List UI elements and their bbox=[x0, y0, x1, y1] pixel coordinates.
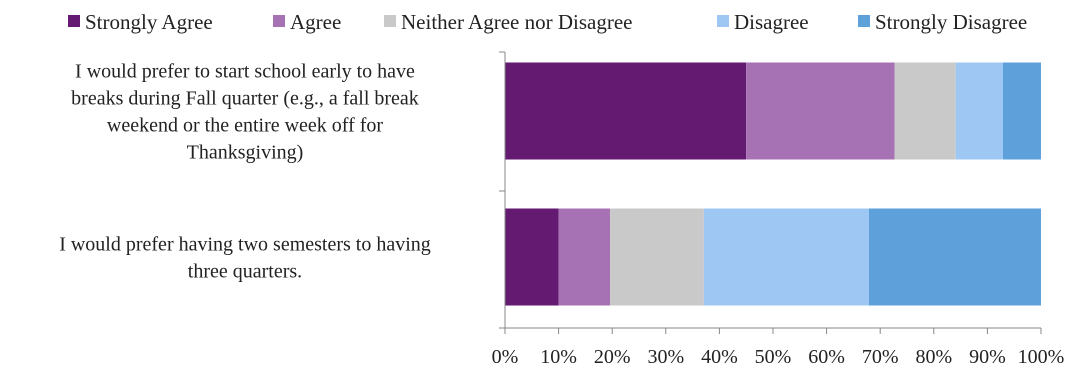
x-tick-label-7: 70% bbox=[862, 346, 899, 368]
x-tick-label-4: 40% bbox=[701, 346, 738, 368]
bar-segment-agree-category-1 bbox=[746, 62, 895, 160]
legend-label-strongly-agree: Strongly Agree bbox=[85, 10, 213, 34]
x-tick-label-3: 30% bbox=[647, 346, 684, 368]
legend-label-agree: Agree bbox=[290, 10, 341, 34]
x-tick-label-0: 0% bbox=[492, 346, 519, 368]
category-label-1-line-4: Thanksgiving) bbox=[187, 142, 304, 164]
bar-segment-strongly-agree-category-1 bbox=[505, 62, 747, 160]
legend-swatch-neither-agree-nor-disagree bbox=[384, 15, 396, 27]
x-tick-label-8: 80% bbox=[915, 346, 952, 368]
x-tick-label-1: 10% bbox=[540, 346, 577, 368]
x-tick-label-6: 60% bbox=[808, 346, 845, 368]
bar-segment-strongly-disagree-category-2 bbox=[868, 208, 1041, 306]
bar-segment-disagree-category-1 bbox=[955, 62, 1003, 160]
bar-segment-agree-category-2 bbox=[558, 208, 611, 306]
category-labels: I would prefer to start school early to … bbox=[59, 61, 431, 283]
x-tick-label-9: 90% bbox=[969, 346, 1006, 368]
legend-label-neither-agree-nor-disagree: Neither Agree nor Disagree bbox=[401, 10, 632, 34]
legend-swatch-disagree bbox=[717, 15, 729, 27]
x-tick-label-2: 20% bbox=[594, 346, 631, 368]
category-label-2-line-1: I would prefer having two semesters to h… bbox=[59, 234, 431, 256]
axes-group: 0% 10% 20% 30% 40% 50% 60% 70% 80% 90% 100% bbox=[492, 51, 1065, 368]
x-tick-label-5: 50% bbox=[755, 346, 792, 368]
category-label-1-line-2: breaks during Fall quarter (e.g., a fall… bbox=[71, 88, 419, 110]
bar-segment-strongly-agree-category-2 bbox=[505, 208, 559, 306]
bar-segment-neither-agree-nor-disagree-category-2 bbox=[610, 208, 704, 306]
bar-segment-disagree-category-2 bbox=[703, 208, 869, 306]
category-label-1-line-1: I would prefer to start school early to … bbox=[75, 61, 415, 83]
bars-group bbox=[505, 62, 1041, 306]
legend-label-disagree: Disagree bbox=[734, 10, 809, 34]
category-label-1-line-3: weekend or the entire week off for bbox=[107, 115, 384, 137]
legend-swatch-strongly-agree bbox=[68, 15, 80, 27]
legend-label-strongly-disagree: Strongly Disagree bbox=[875, 10, 1027, 34]
bar-segment-neither-agree-nor-disagree-category-1 bbox=[894, 62, 956, 160]
legend-swatch-strongly-disagree bbox=[858, 15, 870, 27]
legend-swatch-agree bbox=[273, 15, 285, 27]
chart-legend: Strongly Agree Agree Neither Agree nor Dis… bbox=[68, 10, 1027, 34]
category-label-2-line-2: three quarters. bbox=[188, 261, 302, 283]
x-tick-label-10: 100% bbox=[1018, 346, 1065, 368]
bar-segment-strongly-disagree-category-1 bbox=[1002, 62, 1041, 160]
